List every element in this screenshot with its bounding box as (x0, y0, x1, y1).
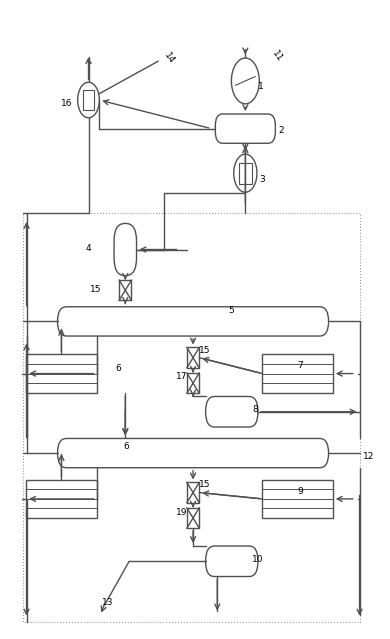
Bar (262, 355, 333, 393)
Bar (187, 482, 199, 503)
Text: 4: 4 (86, 243, 91, 253)
Text: 15: 15 (199, 346, 210, 355)
Text: 8: 8 (252, 405, 258, 414)
Text: 1: 1 (258, 82, 264, 91)
Text: 6: 6 (123, 442, 129, 451)
Text: 9: 9 (298, 487, 303, 496)
Text: 12: 12 (363, 452, 375, 461)
Text: 15: 15 (90, 285, 102, 294)
Text: 2: 2 (278, 126, 284, 135)
Bar (83, 90, 94, 110)
Text: 16: 16 (61, 98, 73, 108)
Text: 19: 19 (176, 509, 187, 518)
Bar (119, 280, 131, 300)
Text: 10: 10 (252, 555, 263, 564)
Bar (187, 508, 199, 528)
Text: 7: 7 (298, 361, 303, 370)
Bar (187, 373, 199, 393)
Text: 3: 3 (259, 175, 265, 184)
Bar (187, 348, 199, 368)
Bar (262, 480, 333, 518)
Text: 17: 17 (176, 373, 187, 381)
Text: 14: 14 (162, 51, 176, 66)
Text: 13: 13 (102, 598, 113, 607)
Bar (26, 355, 97, 393)
Text: 5: 5 (228, 306, 234, 315)
Text: 11: 11 (271, 49, 284, 64)
Bar (26, 480, 97, 518)
Text: 15: 15 (199, 481, 210, 489)
Text: 6: 6 (115, 364, 121, 373)
Bar (239, 163, 252, 183)
